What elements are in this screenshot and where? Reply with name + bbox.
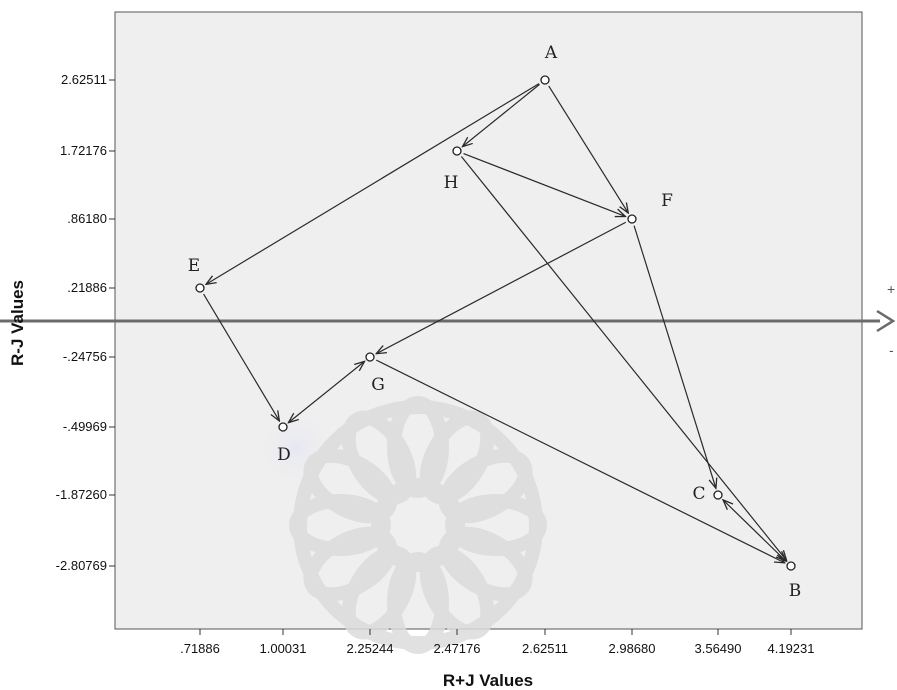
- x-tick-label: 4.19231: [768, 641, 815, 656]
- y-tick-label: -2.80769: [56, 558, 107, 573]
- arrow-a-h: [462, 83, 540, 146]
- point-g: [365, 352, 375, 362]
- arrow-e-d: [203, 293, 280, 421]
- x-axis-ticks: .71886 1.00031 2.25244 2.47176 2.62511 2.9868…: [180, 629, 815, 656]
- relation-arrows: [203, 83, 787, 563]
- point-d: [278, 422, 288, 432]
- arrow-g-b: [376, 359, 784, 563]
- point-c: [713, 490, 723, 500]
- x-tick-label: 2.62511: [522, 641, 568, 656]
- point-label-h: H: [444, 173, 459, 193]
- point-label-f: F: [661, 191, 673, 211]
- arrow-a-f: [548, 85, 629, 213]
- y-tick-label: .86180: [67, 211, 107, 226]
- x-tick-label: 1.00031: [260, 641, 307, 656]
- point-label-c: C: [692, 484, 705, 504]
- y-tick-label: -.24756: [63, 349, 107, 364]
- factor-points: A H F E G D C B: [188, 43, 801, 601]
- point-label-d: D: [277, 445, 291, 465]
- y-tick-label: 1.72176: [60, 143, 107, 158]
- point-b: [786, 561, 796, 571]
- y-axis-title: R-J Values: [8, 280, 27, 366]
- x-tick-label: 2.47176: [434, 641, 481, 656]
- x-tick-label: 3.56490: [695, 641, 742, 656]
- point-f: [627, 214, 637, 224]
- x-axis-minus-sign: -: [889, 342, 894, 358]
- point-label-g: G: [371, 375, 385, 395]
- x-axis-plus-sign: +: [887, 281, 895, 297]
- arrow-f-g: [376, 221, 627, 353]
- arrow-f-c: [633, 225, 716, 489]
- x-axis-arrowhead: [876, 309, 896, 333]
- point-label-b: B: [789, 581, 802, 601]
- x-tick-label: 2.25244: [347, 641, 394, 656]
- point-label-e: E: [188, 256, 200, 276]
- x-tick-label: 2.98680: [609, 641, 656, 656]
- point-e: [195, 283, 205, 293]
- point-a: [540, 75, 550, 85]
- point-h: [452, 146, 462, 156]
- y-tick-label: -1.87260: [56, 487, 107, 502]
- y-axis-ticks: 2.62511 1.72176 .86180 .21886 -.24756 -.49969…: [56, 72, 115, 573]
- y-tick-label: 2.62511: [61, 72, 107, 87]
- arrow-a-e: [206, 83, 540, 285]
- x-axis-title: R+J Values: [443, 671, 533, 690]
- arrow-h-b: [460, 156, 786, 560]
- y-tick-label: -.49969: [63, 419, 107, 434]
- x-tick-label: .71886: [180, 641, 220, 656]
- arrow-c-b: [723, 500, 786, 561]
- watermark-rosette: [289, 396, 547, 654]
- point-label-a: A: [544, 43, 558, 63]
- arrow-h-f: [463, 152, 626, 217]
- arrow-d-g: [288, 361, 364, 422]
- y-tick-label: .21886: [67, 280, 107, 295]
